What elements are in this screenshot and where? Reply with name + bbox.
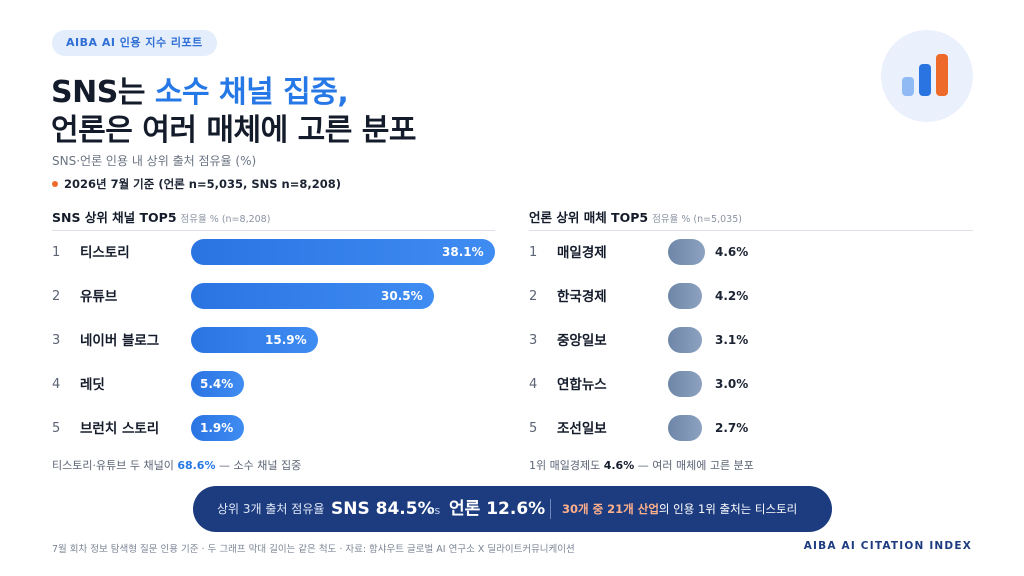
sns-bar (191, 239, 495, 265)
sns-row: 4 레딧 5.4% (52, 371, 495, 399)
source-note: 7월 회차 정보 탐색형 질문 인용 기준 · 두 그래프 막대 길이는 같은 … (52, 544, 575, 555)
sns-value-label: 1.9% (200, 421, 234, 435)
press-row: 4 연합뉴스 3.0% (529, 371, 973, 399)
sns-footnote-post: — 소수 채널 집중 (215, 459, 302, 472)
sns-value-label: 5.4% (200, 377, 234, 391)
title-line1-plain: SNS는 (51, 75, 155, 110)
press-rank-label: 4 (529, 377, 538, 392)
press-category-label: 조선일보 (557, 421, 607, 437)
basis-note: 2026년 7월 기준 (언론 n=5,035, SNS n=8,208) (52, 176, 341, 192)
sns-row: 3 네이버 블로그 15.9% (52, 327, 495, 355)
press-bar (668, 327, 702, 353)
summary-tail-rest: 의 인용 1위 출처는 티스토리 (658, 502, 798, 516)
press-value-label: 4.6% (715, 245, 749, 259)
press-value-label: 3.0% (715, 377, 749, 391)
sns-value-label: 38.1% (442, 245, 484, 259)
press-footnote-value: 4.6% (603, 459, 635, 472)
title-line1-accent: 소수 채널 집중, (154, 75, 349, 110)
press-value-label: 3.1% (715, 333, 749, 347)
summary-sns-value: SNS 84.5% (331, 499, 435, 519)
sns-section-header: SNS 상위 채널 TOP5 점유율 % (n=8,208) (52, 207, 495, 231)
press-category-label: 한국경제 (557, 289, 607, 305)
sns-bar (191, 283, 434, 309)
sns-section: SNS 상위 채널 TOP5 점유율 % (n=8,208) 1 티스토리 38.1%… (52, 207, 495, 451)
sns-value-label: 30.5% (381, 289, 423, 303)
press-row: 2 한국경제 4.2% (529, 283, 973, 311)
press-footnote: 1위 매일경제도 4.6% — 여러 매체에 고른 분포 (529, 457, 754, 473)
summary-divider (550, 499, 551, 519)
press-rank-label: 1 (529, 245, 538, 260)
press-footnote-pre: 1위 매일경제도 (529, 459, 604, 472)
sns-footnote: 티스토리·유튜브 두 채널이 68.6% — 소수 채널 집중 (52, 457, 301, 473)
sns-category-label: 티스토리 (80, 245, 130, 261)
press-footnote-post: — 여러 매체에 고른 분포 (634, 459, 754, 472)
sns-rank-label: 3 (52, 333, 61, 348)
press-rank-label: 3 (529, 333, 538, 348)
basis-text: 2026년 7월 기준 (언론 n=5,035, SNS n=8,208) (64, 177, 341, 191)
sns-value-label: 15.9% (265, 333, 307, 347)
sns-rank-label: 5 (52, 421, 61, 436)
sns-bar (191, 415, 244, 441)
summary-vs: vs (428, 504, 441, 517)
sns-row: 2 유튜브 30.5% (52, 283, 495, 311)
sns-row: 1 티스토리 38.1% (52, 239, 495, 267)
press-bar (668, 283, 702, 309)
press-section-note: 점유율 % (n=5,035) (652, 214, 742, 225)
sns-row: 5 브런치 스토리 1.9% (52, 415, 495, 443)
press-chart: 1 매일경제 4.6% 2 한국경제 4.2% 3 중앙일보 3.1% 4 연합뉴스 3.0% 5 조선일… (529, 231, 973, 451)
press-rank-label: 2 (529, 289, 538, 304)
sns-category-label: 브런치 스토리 (80, 421, 160, 437)
press-category-label: 매일경제 (557, 245, 607, 261)
sns-rank-label: 2 (52, 289, 61, 304)
press-row: 3 중앙일보 3.1% (529, 327, 973, 355)
press-rank-label: 5 (529, 421, 538, 436)
press-value-label: 2.7% (715, 421, 749, 435)
index-mark: AIBA AI CITATION INDEX (803, 540, 972, 552)
report-badge: AIBA AI 인용 지수 리포트 (52, 30, 217, 56)
press-section: 언론 상위 매체 TOP5 점유율 % (n=5,035) 1 매일경제 4.6% 2 한… (529, 207, 973, 451)
summary-tail-highlight: 30개 중 21개 산업 (562, 502, 659, 516)
press-row: 5 조선일보 2.7% (529, 415, 973, 443)
press-section-header: 언론 상위 매체 TOP5 점유율 % (n=5,035) (529, 207, 973, 231)
bar-chart-logo-icon (881, 30, 973, 122)
sns-footnote-pre: 티스토리·유튜브 두 채널이 (52, 459, 178, 472)
press-bar (668, 415, 702, 441)
sns-category-label: 네이버 블로그 (80, 333, 160, 349)
sns-category-label: 유튜브 (80, 289, 118, 305)
sns-footnote-value: 68.6% (177, 459, 216, 472)
sns-rank-label: 1 (52, 245, 61, 260)
press-section-title: 언론 상위 매체 TOP5 (529, 210, 649, 225)
sns-category-label: 레딧 (80, 377, 105, 393)
summary-label: 상위 3개 출처 점유율 (217, 502, 325, 516)
press-row: 1 매일경제 4.6% (529, 239, 973, 267)
sns-bar (191, 327, 318, 353)
subtitle: SNS·언론 인용 내 상위 출처 점유율 (%) (52, 154, 257, 168)
logo-bar (919, 64, 931, 96)
sns-bar (191, 371, 244, 397)
summary-press-value: 언론 12.6% (449, 499, 546, 519)
sns-chart: 1 티스토리 38.1% 2 유튜브 30.5% 3 네이버 블로그 15.9% 4 레딧 5.4% 5… (52, 231, 495, 451)
logo-bar (936, 54, 948, 96)
press-bar (668, 239, 705, 265)
logo-bar (902, 77, 914, 96)
press-category-label: 연합뉴스 (557, 377, 607, 393)
title-line2: 언론은 여러 매체에 고른 분포 (51, 113, 416, 148)
summary-banner: 상위 3개 출처 점유율 SNS 84.5% vs 언론 12.6% 30개 중… (193, 486, 832, 532)
press-bar (668, 371, 702, 397)
bullet-dot-icon (52, 180, 58, 187)
press-category-label: 중앙일보 (557, 333, 607, 349)
summary-tail: 30개 중 21개 산업의 인용 1위 출처는 티스토리 (562, 486, 797, 532)
page-title: SNS는 소수 채널 집중, 언론은 여러 매체에 고른 분포 (51, 74, 416, 150)
sns-section-note: 점유율 % (n=8,208) (180, 214, 271, 225)
sns-section-title: SNS 상위 채널 TOP5 (52, 210, 177, 225)
press-value-label: 4.2% (715, 289, 749, 303)
sns-rank-label: 4 (52, 377, 61, 392)
